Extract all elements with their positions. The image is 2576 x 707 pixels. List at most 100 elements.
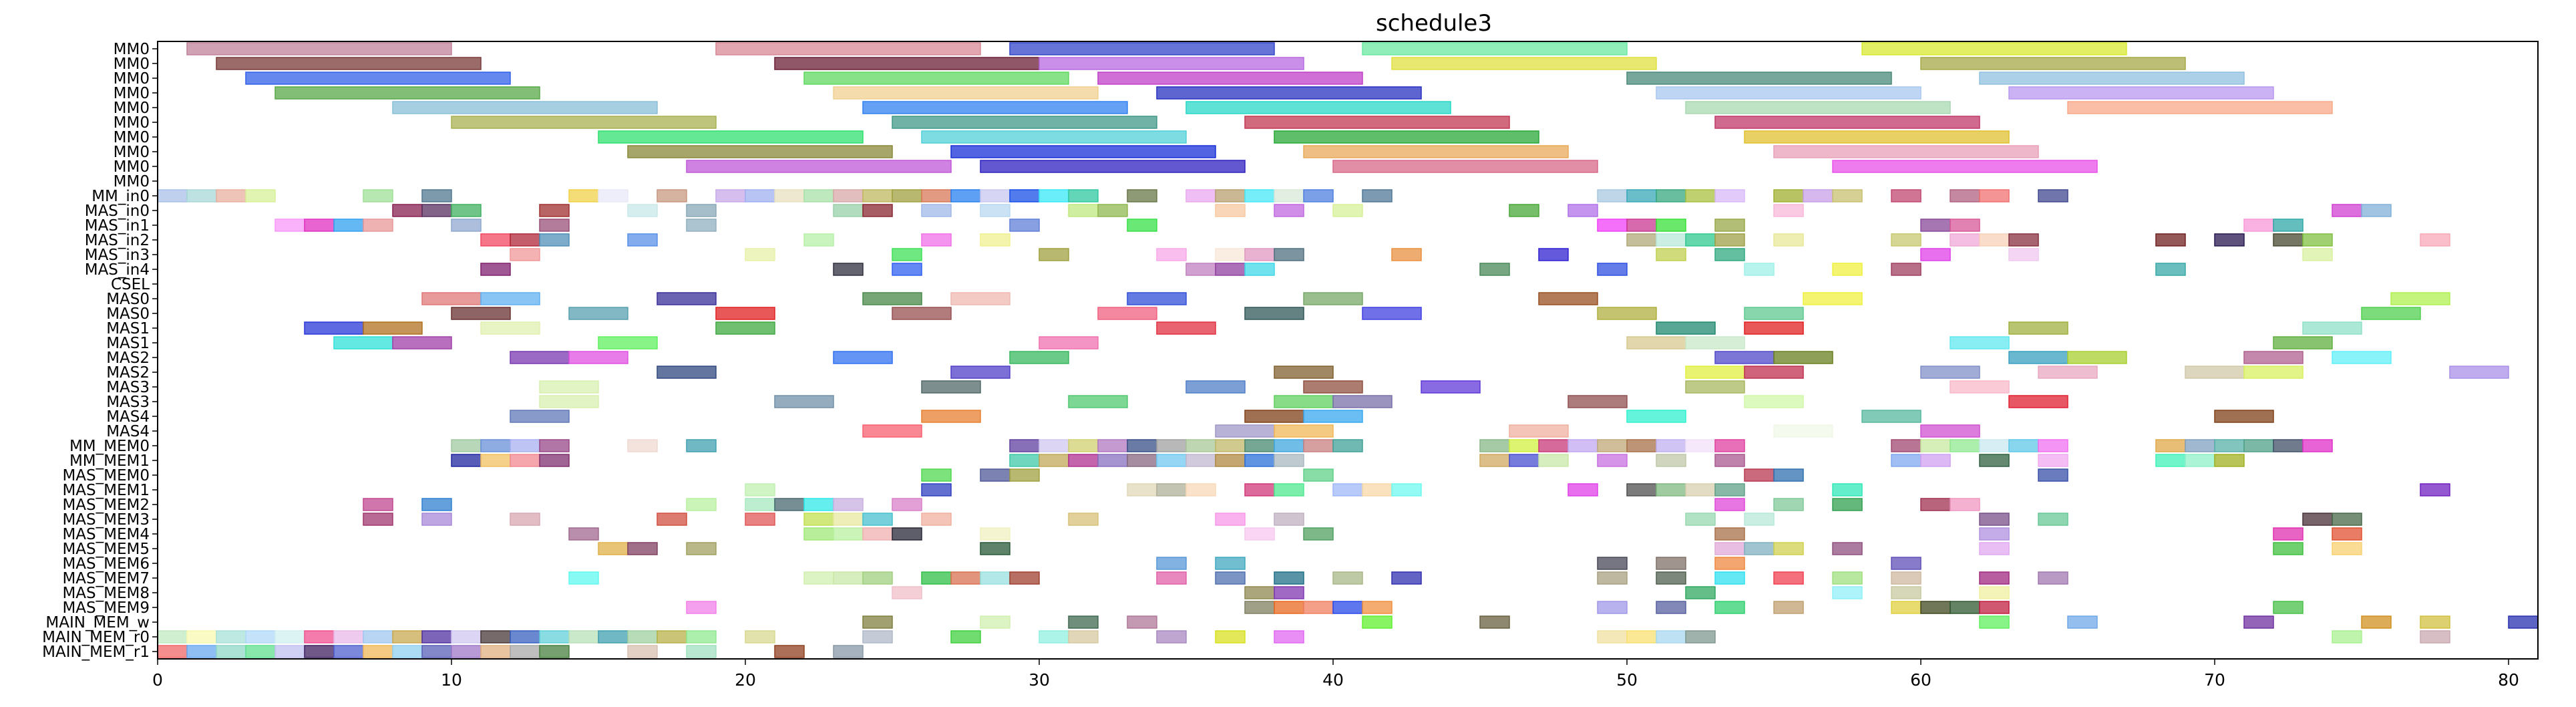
gantt-bar xyxy=(1685,380,1745,394)
gantt-bar xyxy=(2038,454,2068,467)
y-tick-label: MAS0 xyxy=(106,291,150,308)
gantt-bar xyxy=(980,233,1010,247)
gantt-bar xyxy=(1744,130,2010,144)
gantt-bar xyxy=(1832,542,1863,555)
gantt-bar xyxy=(392,645,423,658)
gantt-bar xyxy=(1685,483,1716,497)
gantt-bar xyxy=(363,645,393,658)
gantt-bar xyxy=(1303,145,1569,158)
gantt-bar xyxy=(304,219,335,232)
gantt-bar xyxy=(1832,498,1863,511)
gantt-bar xyxy=(2332,351,2392,364)
gantt-bar xyxy=(1244,263,1275,276)
gantt-bar xyxy=(833,351,893,364)
gantt-bar xyxy=(451,439,482,452)
gantt-bar xyxy=(1685,513,1716,526)
gantt-bar xyxy=(1274,571,1304,585)
gantt-bar xyxy=(1891,454,1921,467)
gantt-bar xyxy=(1097,454,1128,467)
y-tick-label: MM0 xyxy=(114,85,150,102)
gantt-bar xyxy=(686,219,717,232)
gantt-bar xyxy=(363,630,393,644)
gantt-bar xyxy=(921,380,981,394)
gantt-bar xyxy=(2243,615,2274,629)
gantt-bar xyxy=(1156,439,1187,452)
gantt-bar xyxy=(1950,233,1980,247)
gantt-bar xyxy=(1215,630,1246,644)
gantt-bar xyxy=(186,630,217,644)
gantt-bar xyxy=(2243,439,2274,452)
gantt-bar xyxy=(1274,630,1304,644)
gantt-bar xyxy=(1920,454,1951,467)
gantt-bar xyxy=(1009,439,1040,452)
gantt-bar xyxy=(1979,542,2010,555)
gantt-bar xyxy=(686,204,717,217)
gantt-bar xyxy=(1244,248,1275,261)
gantt-bar xyxy=(862,292,922,305)
gantt-bar xyxy=(1714,601,1745,614)
gantt-bar xyxy=(1244,116,1510,129)
gantt-bar xyxy=(950,571,981,585)
gantt-bar xyxy=(1362,601,1393,614)
gantt-bar xyxy=(480,263,511,276)
gantt-bar xyxy=(1773,204,1804,217)
gantt-bar xyxy=(1215,513,1246,526)
gantt-bar xyxy=(1685,439,1716,452)
gantt-bar xyxy=(539,233,570,247)
y-tick-label: MAS_MEM3 xyxy=(62,511,150,529)
gantt-bar xyxy=(1215,454,1246,467)
gantt-bar xyxy=(1773,601,1804,614)
gantt-bar xyxy=(1832,571,1863,585)
gantt-bar xyxy=(1009,189,1040,202)
gantt-bar xyxy=(1714,527,1745,541)
gantt-bar xyxy=(1626,72,1892,85)
gantt-bar xyxy=(2067,351,2127,364)
gantt-bar xyxy=(833,204,864,217)
gantt-bar xyxy=(568,189,599,202)
gantt-bar xyxy=(304,321,364,335)
gantt-bar xyxy=(1891,189,1921,202)
gantt-bar xyxy=(1979,454,2010,467)
gantt-bar xyxy=(921,410,981,423)
gantt-bar xyxy=(1773,498,1804,511)
gantt-bar xyxy=(1685,233,1716,247)
gantt-bar xyxy=(980,571,1010,585)
gantt-bar xyxy=(774,498,805,511)
gantt-bar xyxy=(715,307,775,320)
gantt-bar xyxy=(1479,615,1510,629)
gantt-bar xyxy=(1597,454,1628,467)
gantt-bar xyxy=(2449,366,2509,379)
gantt-bar xyxy=(363,513,393,526)
y-tick-label: MM_MEM1 xyxy=(69,452,150,470)
gantt-bar xyxy=(568,571,599,585)
gantt-bar xyxy=(1068,395,1128,408)
x-tick-label: 0 xyxy=(152,670,163,690)
gantt-bar xyxy=(1303,468,1334,482)
gantt-bar xyxy=(1479,454,1510,467)
gantt-bar xyxy=(715,321,775,335)
gantt-bar xyxy=(627,630,658,644)
y-tick-label: MM0 xyxy=(114,100,150,117)
gantt-bar xyxy=(833,189,864,202)
gantt-bar xyxy=(1950,380,2010,394)
gantt-bar xyxy=(216,57,482,70)
gantt-bar xyxy=(1920,424,1980,438)
y-tick-label: MAS_MEM2 xyxy=(62,497,150,514)
gantt-bar xyxy=(980,527,1010,541)
gantt-bar xyxy=(2038,468,2068,482)
gantt-bar xyxy=(862,615,893,629)
gantt-bar xyxy=(1920,439,1951,452)
gantt-bar xyxy=(392,101,658,114)
gantt-bar xyxy=(186,42,452,55)
gantt-bar xyxy=(1891,571,1921,585)
gantt-bar xyxy=(1626,189,1657,202)
gantt-bar xyxy=(2332,204,2362,217)
gantt-bar xyxy=(1773,189,1804,202)
gantt-bar xyxy=(627,542,658,555)
gantt-bar xyxy=(363,219,393,232)
gantt-bar xyxy=(1979,527,2010,541)
x-tick-label: 70 xyxy=(2204,670,2225,690)
gantt-bar xyxy=(1097,307,1157,320)
gantt-bar xyxy=(2420,233,2450,247)
gantt-bar xyxy=(245,645,276,658)
